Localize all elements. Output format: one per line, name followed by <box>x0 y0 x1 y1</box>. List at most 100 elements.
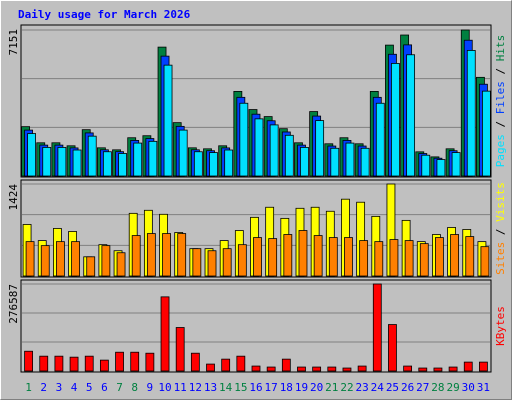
bar <box>328 237 338 277</box>
x-tick-label: 29 <box>446 381 459 394</box>
bar <box>237 244 247 277</box>
x-tick-label: 17 <box>265 381 278 394</box>
bar <box>101 245 111 277</box>
x-tick-label: 30 <box>462 381 475 394</box>
bar <box>39 355 49 372</box>
x-tick-label: 7 <box>116 381 123 394</box>
legend-entry: Pages <box>494 134 507 167</box>
bar <box>131 235 141 277</box>
bar <box>192 248 202 277</box>
bar <box>72 149 82 177</box>
bar <box>224 149 234 177</box>
bar <box>253 237 262 277</box>
x-tick-label: 25 <box>386 381 399 394</box>
legend-entry: Visits <box>494 182 507 222</box>
x-tick-label: 18 <box>280 381 293 394</box>
panel <box>20 279 492 373</box>
bar <box>266 366 276 372</box>
bar <box>56 241 65 277</box>
bar <box>312 366 322 372</box>
x-tick-label: 6 <box>101 381 108 394</box>
bar <box>451 152 461 177</box>
bar <box>145 352 155 372</box>
bar <box>388 324 397 372</box>
legend-entry: Sites <box>494 242 507 275</box>
bar <box>102 151 112 177</box>
bar <box>342 367 352 372</box>
x-tick-label: 9 <box>147 381 154 394</box>
bar <box>193 151 203 177</box>
bar <box>25 241 35 277</box>
bar <box>463 361 473 372</box>
x-tick-label: 22 <box>340 381 353 394</box>
legend-separator: / <box>494 61 507 81</box>
x-tick-label: 27 <box>416 381 429 394</box>
bar <box>27 133 36 177</box>
bar <box>465 236 475 277</box>
bar <box>359 240 369 277</box>
bar <box>433 367 443 372</box>
bar <box>206 363 215 372</box>
bar <box>330 147 340 177</box>
x-tick-label: 28 <box>431 381 444 394</box>
bar <box>177 233 187 277</box>
bar <box>222 248 232 277</box>
x-tick-label: 2 <box>40 381 47 394</box>
bar <box>207 250 217 277</box>
bar <box>239 102 249 177</box>
x-tick-label: 19 <box>295 381 308 394</box>
bar <box>315 120 325 177</box>
bar <box>254 118 264 177</box>
bar <box>190 352 200 372</box>
x-tick-label: 1 <box>25 381 32 394</box>
legend-entry: KBytes <box>494 306 507 346</box>
bar <box>269 124 279 177</box>
bar <box>209 152 218 177</box>
bar <box>345 142 355 177</box>
bar <box>450 234 459 277</box>
bar <box>480 246 490 277</box>
x-tick-label: 13 <box>204 381 217 394</box>
bar <box>360 147 370 177</box>
bar <box>99 359 109 372</box>
x-tick-label: 20 <box>310 381 323 394</box>
bar <box>403 365 413 372</box>
x-tick-label: 10 <box>158 381 171 394</box>
bar <box>148 140 158 177</box>
bar <box>482 90 491 177</box>
bar <box>175 327 185 372</box>
bar <box>421 154 431 177</box>
bar <box>466 50 476 177</box>
bar <box>375 102 385 177</box>
x-tick-label: 11 <box>174 381 187 394</box>
bar <box>71 241 80 277</box>
y-tick-label: 7151 <box>7 29 20 56</box>
bar <box>327 366 337 372</box>
bar <box>268 238 278 277</box>
legend-entry: Files <box>494 81 507 114</box>
bar <box>374 241 384 277</box>
bar <box>448 366 458 372</box>
y-tick-label: 1424 <box>7 184 20 211</box>
bar <box>418 367 428 372</box>
bar <box>236 355 246 372</box>
bar <box>84 355 94 372</box>
bar <box>479 361 488 372</box>
bar <box>130 351 140 372</box>
legend: KBytes <box>494 306 507 346</box>
x-tick-label: 5 <box>86 381 93 394</box>
x-tick-label: 14 <box>219 381 233 394</box>
bar <box>419 243 429 277</box>
bar <box>283 234 293 277</box>
bar <box>40 245 50 277</box>
bar <box>133 142 143 177</box>
bar <box>300 147 309 177</box>
bar <box>344 237 353 277</box>
bar <box>54 355 64 372</box>
legend-separator: / <box>494 114 507 134</box>
bar <box>436 159 446 177</box>
bar <box>435 237 444 277</box>
bar <box>118 153 127 177</box>
x-tick-label: 31 <box>477 381 490 394</box>
